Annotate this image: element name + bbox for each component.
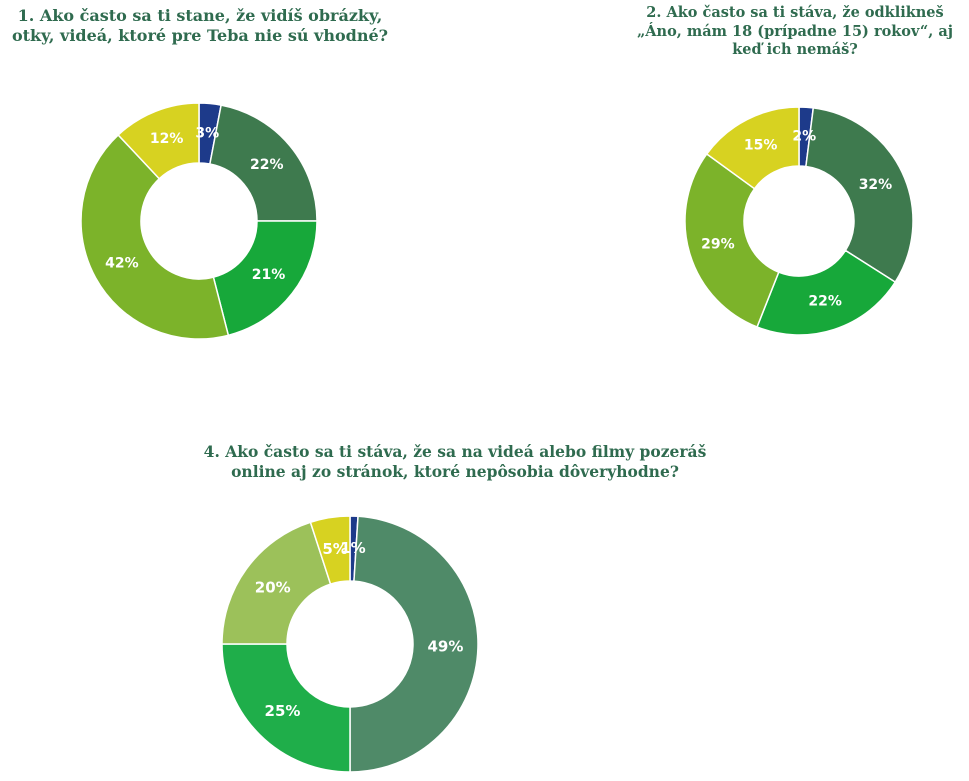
chart-3-slice-2 bbox=[349, 515, 479, 773]
chart-2-slice-3-label: 22% bbox=[808, 293, 842, 309]
chart-1-slice-4-label: 42% bbox=[105, 255, 139, 271]
chart-2-title-line-3: keď ich nemáš? bbox=[732, 41, 858, 59]
chart-3-slice-4-label: 20% bbox=[255, 578, 291, 596]
chart-2-title-line-1: 2. Ako často sa ti stáva, že odklikneš bbox=[646, 4, 944, 21]
chart-3-slice-4 bbox=[221, 521, 332, 645]
chart-1-title-line-1: 1. Ako často sa ti stane, že vidíš obráz… bbox=[17, 6, 383, 25]
chart-4-title-line-1: 4. Ako často sa ti stáva, že sa na videá… bbox=[203, 442, 707, 461]
chart-2-title: 2. Ako často sa ti stáva, že odklikneš „… bbox=[585, 4, 969, 60]
chart-1-slice-2 bbox=[208, 104, 318, 222]
chart-2-slice-4 bbox=[684, 152, 780, 328]
chart-4-title-line-2: online aj zo stránok, ktoré nepôsobia dô… bbox=[231, 461, 679, 481]
chart-1-slice-3 bbox=[212, 220, 318, 337]
chart-3-slice-2-label: 49% bbox=[427, 637, 463, 655]
chart-2-slice-4-label: 29% bbox=[701, 237, 735, 253]
chart-2-slice-1-label: 2% bbox=[792, 129, 816, 145]
chart-1-slice-2-label: 22% bbox=[250, 157, 284, 173]
chart-2-title-line-2: „Áno, mám 18 (prípadne 15) rokov“, aj bbox=[636, 22, 954, 40]
chart-1-slice-5-label: 12% bbox=[150, 131, 184, 147]
chart-3-slice-5-label: 5% bbox=[322, 540, 347, 558]
chart-1-slice-1 bbox=[198, 102, 222, 165]
chart-1-slice-5 bbox=[117, 102, 200, 180]
chart-3-slice-3 bbox=[221, 643, 351, 773]
chart-3-slice-1 bbox=[349, 515, 359, 582]
chart-2-slice-5-label: 15% bbox=[744, 138, 778, 154]
chart-3-slice-5 bbox=[309, 515, 351, 586]
chart-3-slice-1-label: 1% bbox=[340, 539, 365, 557]
chart-2-slice-1 bbox=[798, 106, 815, 168]
chart-1-slice-4 bbox=[80, 133, 230, 340]
chart-1-slice-1-label: 3% bbox=[195, 125, 219, 141]
chart-4-title: 4. Ako často sa ti stáva, že sa na videá… bbox=[150, 442, 760, 482]
chart-2-slice-2-label: 32% bbox=[859, 177, 893, 193]
chart-1-title-line-2: otky, videá, ktoré pre Teba nie sú vhodn… bbox=[11, 26, 389, 46]
chart-2-slice-2 bbox=[805, 107, 914, 284]
chart-1-slice-3-label: 21% bbox=[252, 267, 286, 283]
chart-1-title: 1. Ako často sa ti stane, že vidíš obráz… bbox=[0, 6, 460, 47]
chart-3-slice-3-label: 25% bbox=[265, 702, 301, 720]
chart-2-slice-3 bbox=[756, 249, 897, 336]
chart-2-slice-5 bbox=[705, 106, 800, 190]
